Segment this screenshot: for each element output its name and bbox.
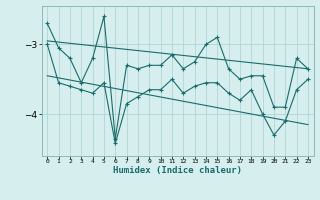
X-axis label: Humidex (Indice chaleur): Humidex (Indice chaleur)	[113, 166, 242, 175]
